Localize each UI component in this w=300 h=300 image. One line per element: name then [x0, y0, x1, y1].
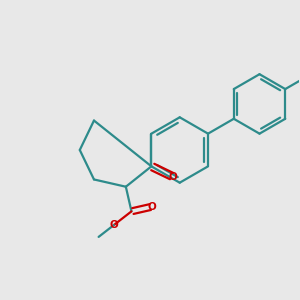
Text: O: O — [147, 202, 156, 212]
Text: O: O — [110, 220, 118, 230]
Text: O: O — [169, 172, 177, 182]
